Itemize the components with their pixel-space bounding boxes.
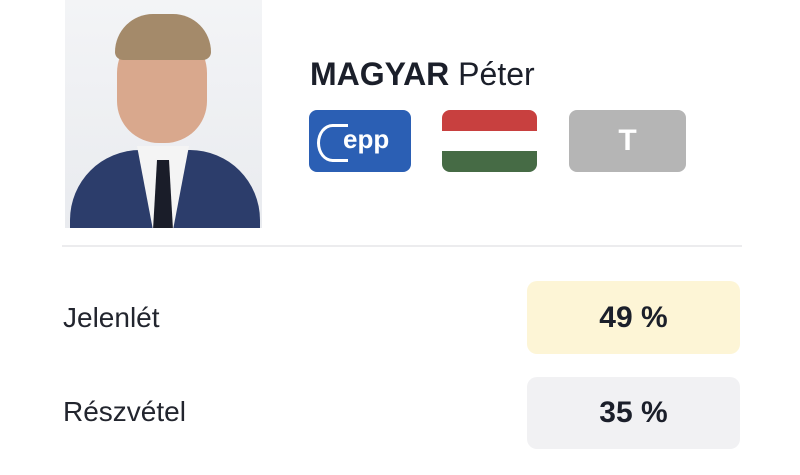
letter-badge[interactable]: T (569, 110, 686, 172)
first-name: Péter (458, 56, 535, 92)
mep-name: MAGYAR Péter (310, 56, 535, 93)
profile-photo (65, 0, 262, 228)
divider (62, 245, 742, 247)
epp-logo-icon (317, 124, 348, 162)
stat-label-participation: Részvétel (63, 396, 186, 427)
last-name: MAGYAR (310, 56, 450, 92)
stat-value-participation: 35 % (527, 377, 740, 449)
stat-value-attendance: 49 % (527, 281, 740, 354)
stat-label-attendance: Jelenlét (63, 302, 160, 333)
hungary-flag-icon[interactable] (442, 110, 537, 172)
epp-badge[interactable]: epp (309, 110, 411, 172)
